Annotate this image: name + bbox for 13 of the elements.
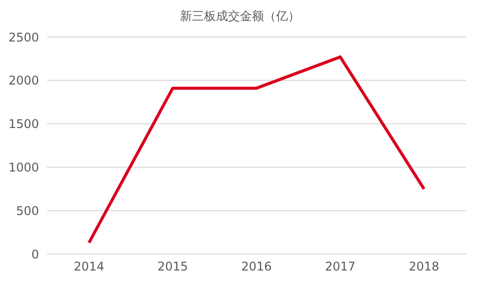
x-tick-label: 2018 (408, 260, 440, 274)
y-tick-label: 2500 (8, 30, 39, 44)
y-tick-label: 0 (31, 247, 39, 262)
x-tick-label: 2014 (74, 260, 104, 274)
x-tick-label: 2015 (157, 260, 188, 274)
x-tick-label: 2016 (241, 260, 272, 274)
x-tick-label: 2017 (324, 260, 356, 274)
y-tick-label: 500 (16, 204, 39, 218)
line-series (88, 55, 426, 244)
y-tick-label: 2000 (8, 74, 39, 88)
chart-title: 新三板成交金额（亿） (179, 8, 301, 25)
y-tick-label: 1000 (8, 160, 39, 174)
y-tick-label: 1500 (8, 117, 39, 132)
